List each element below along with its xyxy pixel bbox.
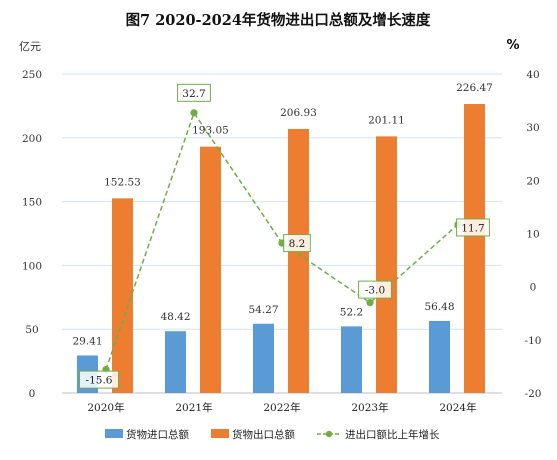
x-category-label: 2022年	[263, 401, 300, 414]
y-left-tick-label: 100	[22, 260, 42, 272]
grid-layer	[62, 73, 502, 394]
line-layer	[102, 109, 462, 374]
bar-export	[200, 146, 221, 393]
bar-data-label: 52.2	[340, 306, 363, 318]
bar-import	[341, 326, 362, 393]
growth-label-box	[456, 218, 490, 237]
bar-data-label: 226.47	[456, 82, 493, 94]
bar-data-label: 56.48	[424, 301, 454, 313]
y-right-tick-label: 10	[526, 229, 539, 241]
bar-data-label: 201.11	[368, 114, 405, 126]
y-left-tick-label: 0	[29, 388, 36, 400]
legend-label: 货物进口总额	[126, 428, 189, 441]
right-axis-unit: %	[506, 38, 519, 53]
bar-data-label: 29.41	[72, 335, 102, 347]
bar-export	[112, 198, 133, 393]
bar-layer	[77, 104, 485, 393]
growth-label-box	[358, 280, 392, 299]
growth-data-label: -3.0	[365, 285, 385, 297]
y-right-tick-label: -10	[525, 335, 542, 347]
y-right-tick-label: 0	[530, 282, 537, 294]
bar-import	[165, 331, 186, 393]
legend-label: 货物出口总额	[232, 428, 295, 441]
growth-point	[190, 109, 198, 117]
y-right-tick-label: 40	[526, 69, 539, 81]
growth-label-box	[283, 234, 311, 253]
bar-data-label: 48.42	[160, 311, 190, 323]
bar-import	[253, 323, 274, 393]
y-right-tick-label: 30	[526, 122, 539, 134]
growth-label-box	[79, 370, 119, 389]
legend-swatch	[211, 429, 229, 438]
label-layer: 29.41 48.42 54.27 52.2 56.48 152.53 193.05 206.…	[72, 82, 493, 389]
bar-data-label: 193.05	[192, 125, 229, 137]
y-left-tick-label: 50	[25, 324, 38, 336]
legend-marker	[325, 430, 333, 438]
bar-data-label: 206.93	[280, 107, 317, 119]
legend-label: 进出口额比上年增长	[345, 428, 440, 441]
growth-label-box	[177, 83, 211, 102]
axis-layer: 0 50 100 150 200 250 -20 -10 0 10 20 30 40 2020年 2021年…	[22, 69, 541, 414]
bar-import	[429, 320, 450, 393]
y-right-tick-label: 20	[526, 175, 539, 187]
growth-data-label: -15.6	[86, 375, 113, 387]
bar-data-label: 152.53	[104, 176, 141, 188]
y-left-tick-label: 250	[22, 69, 42, 81]
growth-data-label: 32.7	[182, 88, 205, 100]
y-right-tick-label: -20	[525, 388, 542, 400]
bar-export	[288, 128, 309, 393]
left-axis-unit: 亿元	[19, 40, 41, 53]
x-category-label: 2024年	[439, 401, 476, 414]
growth-point	[366, 299, 374, 307]
x-category-label: 2020年	[87, 401, 124, 414]
bar-data-label: 54.27	[248, 304, 278, 316]
growth-data-label: 8.2	[289, 238, 306, 250]
bar-export	[376, 136, 397, 393]
bar-export	[464, 104, 485, 393]
y-left-tick-label: 200	[22, 133, 42, 145]
growth-data-label: 11.7	[461, 222, 484, 234]
legend: 货物进口总额 货物出口总额 进出口额比上年增长	[105, 428, 440, 441]
x-category-label: 2021年	[175, 401, 212, 414]
y-left-tick-label: 150	[22, 197, 42, 209]
x-category-label: 2023年	[351, 401, 388, 414]
chart-title: 图7 2020-2024年货物进出口总额及增长速度	[126, 11, 431, 29]
legend-swatch	[105, 429, 123, 438]
